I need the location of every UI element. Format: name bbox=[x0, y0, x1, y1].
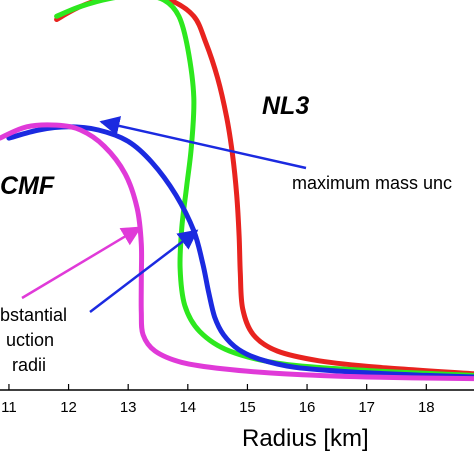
annotation-cmf: CMF bbox=[0, 172, 55, 200]
x-tick-label: 16 bbox=[299, 399, 316, 416]
annotation-nl3: NL3 bbox=[262, 92, 310, 120]
series-line-cmf bbox=[0, 122, 474, 382]
x-tick-label: 12 bbox=[60, 399, 77, 416]
x-tick-label: 18 bbox=[418, 399, 435, 416]
annotation-arrows bbox=[21, 116, 307, 313]
annotation-reduction-line2: uction bbox=[6, 330, 55, 350]
x-tick-label: 11 bbox=[1, 399, 17, 416]
annotation-reduction-line3: radii bbox=[12, 355, 47, 375]
series-line-3 bbox=[6, 124, 474, 380]
arrow-maximum-mass bbox=[99, 116, 307, 170]
x-axis-ticks: 11 12 13 14 15 16 17 18 bbox=[1, 384, 435, 416]
x-tick-label: 14 bbox=[179, 399, 196, 416]
arrow-reduction-pink bbox=[21, 226, 142, 300]
annotation-reduction-line1: bstantial bbox=[0, 305, 68, 325]
x-tick-label: 15 bbox=[239, 399, 256, 416]
x-axis-label: Radius [km] bbox=[242, 425, 369, 452]
x-tick-label: 13 bbox=[120, 399, 137, 416]
arrow-reduction-blue bbox=[89, 229, 199, 313]
series-line-nl3 bbox=[54, 0, 474, 377]
x-tick-label: 17 bbox=[358, 399, 375, 416]
annotation-max-mass: maximum mass unc bbox=[292, 173, 453, 193]
series-layer bbox=[0, 0, 474, 382]
